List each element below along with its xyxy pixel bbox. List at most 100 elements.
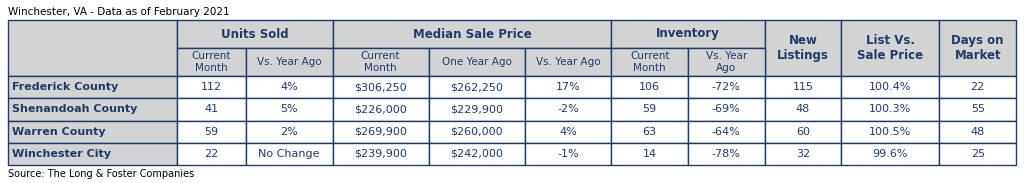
Text: 112: 112 bbox=[201, 82, 222, 92]
Text: 100.4%: 100.4% bbox=[869, 82, 911, 92]
Text: -1%: -1% bbox=[557, 149, 579, 159]
Text: Current
Month: Current Month bbox=[360, 51, 400, 73]
Text: 106: 106 bbox=[639, 82, 660, 92]
Text: 25: 25 bbox=[971, 149, 985, 159]
Bar bbox=[765, 143, 841, 165]
Bar bbox=[765, 76, 841, 98]
Bar bbox=[611, 143, 688, 165]
Bar bbox=[611, 120, 688, 143]
Text: Units Sold: Units Sold bbox=[221, 27, 289, 40]
Bar bbox=[246, 76, 333, 98]
Bar bbox=[246, 120, 333, 143]
Bar bbox=[333, 143, 429, 165]
Text: 99.6%: 99.6% bbox=[872, 149, 908, 159]
Text: 100.5%: 100.5% bbox=[869, 127, 911, 137]
Text: $229,900: $229,900 bbox=[451, 104, 503, 114]
Bar bbox=[939, 143, 1016, 165]
Text: Frederick County: Frederick County bbox=[12, 82, 118, 92]
Text: -72%: -72% bbox=[712, 82, 740, 92]
Text: $306,250: $306,250 bbox=[354, 82, 407, 92]
Text: 63: 63 bbox=[643, 127, 656, 137]
Text: List Vs.
Sale Price: List Vs. Sale Price bbox=[857, 34, 924, 62]
Bar bbox=[611, 76, 688, 98]
Bar bbox=[688, 98, 765, 120]
Text: $269,900: $269,900 bbox=[354, 127, 407, 137]
Bar bbox=[177, 120, 246, 143]
Bar bbox=[765, 120, 841, 143]
Bar bbox=[429, 120, 524, 143]
Bar bbox=[524, 120, 611, 143]
Text: Winchester, VA - Data as of February 2021: Winchester, VA - Data as of February 202… bbox=[8, 7, 229, 17]
Bar bbox=[246, 48, 333, 76]
Text: Warren County: Warren County bbox=[12, 127, 105, 137]
Bar bbox=[688, 48, 765, 76]
Bar bbox=[429, 143, 524, 165]
Text: Median Sale Price: Median Sale Price bbox=[413, 27, 531, 40]
Bar bbox=[333, 20, 611, 48]
Text: One Year Ago: One Year Ago bbox=[441, 57, 512, 67]
Text: 4%: 4% bbox=[559, 127, 577, 137]
Bar bbox=[177, 48, 246, 76]
Text: Vs. Year
Ago: Vs. Year Ago bbox=[706, 51, 746, 73]
Bar bbox=[841, 76, 939, 98]
Text: $260,000: $260,000 bbox=[451, 127, 503, 137]
Text: $262,250: $262,250 bbox=[451, 82, 503, 92]
Text: $242,000: $242,000 bbox=[451, 149, 503, 159]
Text: 100.3%: 100.3% bbox=[869, 104, 911, 114]
Text: 59: 59 bbox=[205, 127, 218, 137]
Bar bbox=[8, 143, 177, 165]
Text: Inventory: Inventory bbox=[656, 27, 720, 40]
Bar bbox=[246, 98, 333, 120]
Text: Days on
Market: Days on Market bbox=[951, 34, 1004, 62]
Text: New
Listings: New Listings bbox=[777, 34, 828, 62]
Bar bbox=[177, 20, 333, 48]
Text: $239,900: $239,900 bbox=[354, 149, 407, 159]
Bar bbox=[333, 98, 429, 120]
Text: No Change: No Change bbox=[258, 149, 319, 159]
Text: 59: 59 bbox=[643, 104, 656, 114]
Text: $226,000: $226,000 bbox=[354, 104, 407, 114]
Text: 2%: 2% bbox=[281, 127, 298, 137]
Text: 4%: 4% bbox=[281, 82, 298, 92]
Bar bbox=[333, 76, 429, 98]
Bar bbox=[939, 98, 1016, 120]
Bar bbox=[333, 48, 429, 76]
Text: -69%: -69% bbox=[712, 104, 740, 114]
Text: Vs. Year Ago: Vs. Year Ago bbox=[536, 57, 600, 67]
Bar bbox=[246, 143, 333, 165]
Bar bbox=[611, 20, 765, 48]
Text: 41: 41 bbox=[205, 104, 218, 114]
Bar bbox=[841, 143, 939, 165]
Text: -2%: -2% bbox=[557, 104, 579, 114]
Text: 17%: 17% bbox=[556, 82, 581, 92]
Bar bbox=[333, 120, 429, 143]
Text: 60: 60 bbox=[796, 127, 810, 137]
Bar bbox=[841, 98, 939, 120]
Text: Source: The Long & Foster Companies: Source: The Long & Foster Companies bbox=[8, 169, 195, 179]
Bar bbox=[688, 143, 765, 165]
Text: 5%: 5% bbox=[281, 104, 298, 114]
Bar bbox=[8, 120, 177, 143]
Bar bbox=[688, 76, 765, 98]
Text: -78%: -78% bbox=[712, 149, 740, 159]
Bar bbox=[8, 20, 177, 76]
Text: 22: 22 bbox=[205, 149, 218, 159]
Bar bbox=[841, 120, 939, 143]
Text: Shenandoah County: Shenandoah County bbox=[12, 104, 137, 114]
Text: 48: 48 bbox=[796, 104, 810, 114]
Text: 55: 55 bbox=[971, 104, 985, 114]
Bar bbox=[524, 143, 611, 165]
Bar bbox=[429, 48, 524, 76]
Bar bbox=[429, 76, 524, 98]
Bar bbox=[939, 20, 1016, 76]
Text: Winchester City: Winchester City bbox=[12, 149, 111, 159]
Bar bbox=[939, 76, 1016, 98]
Text: Vs. Year Ago: Vs. Year Ago bbox=[257, 57, 322, 67]
Bar bbox=[939, 120, 1016, 143]
Bar bbox=[524, 48, 611, 76]
Text: Current
Month: Current Month bbox=[191, 51, 231, 73]
Bar bbox=[524, 76, 611, 98]
Text: 115: 115 bbox=[793, 82, 813, 92]
Text: 14: 14 bbox=[643, 149, 656, 159]
Bar bbox=[524, 98, 611, 120]
